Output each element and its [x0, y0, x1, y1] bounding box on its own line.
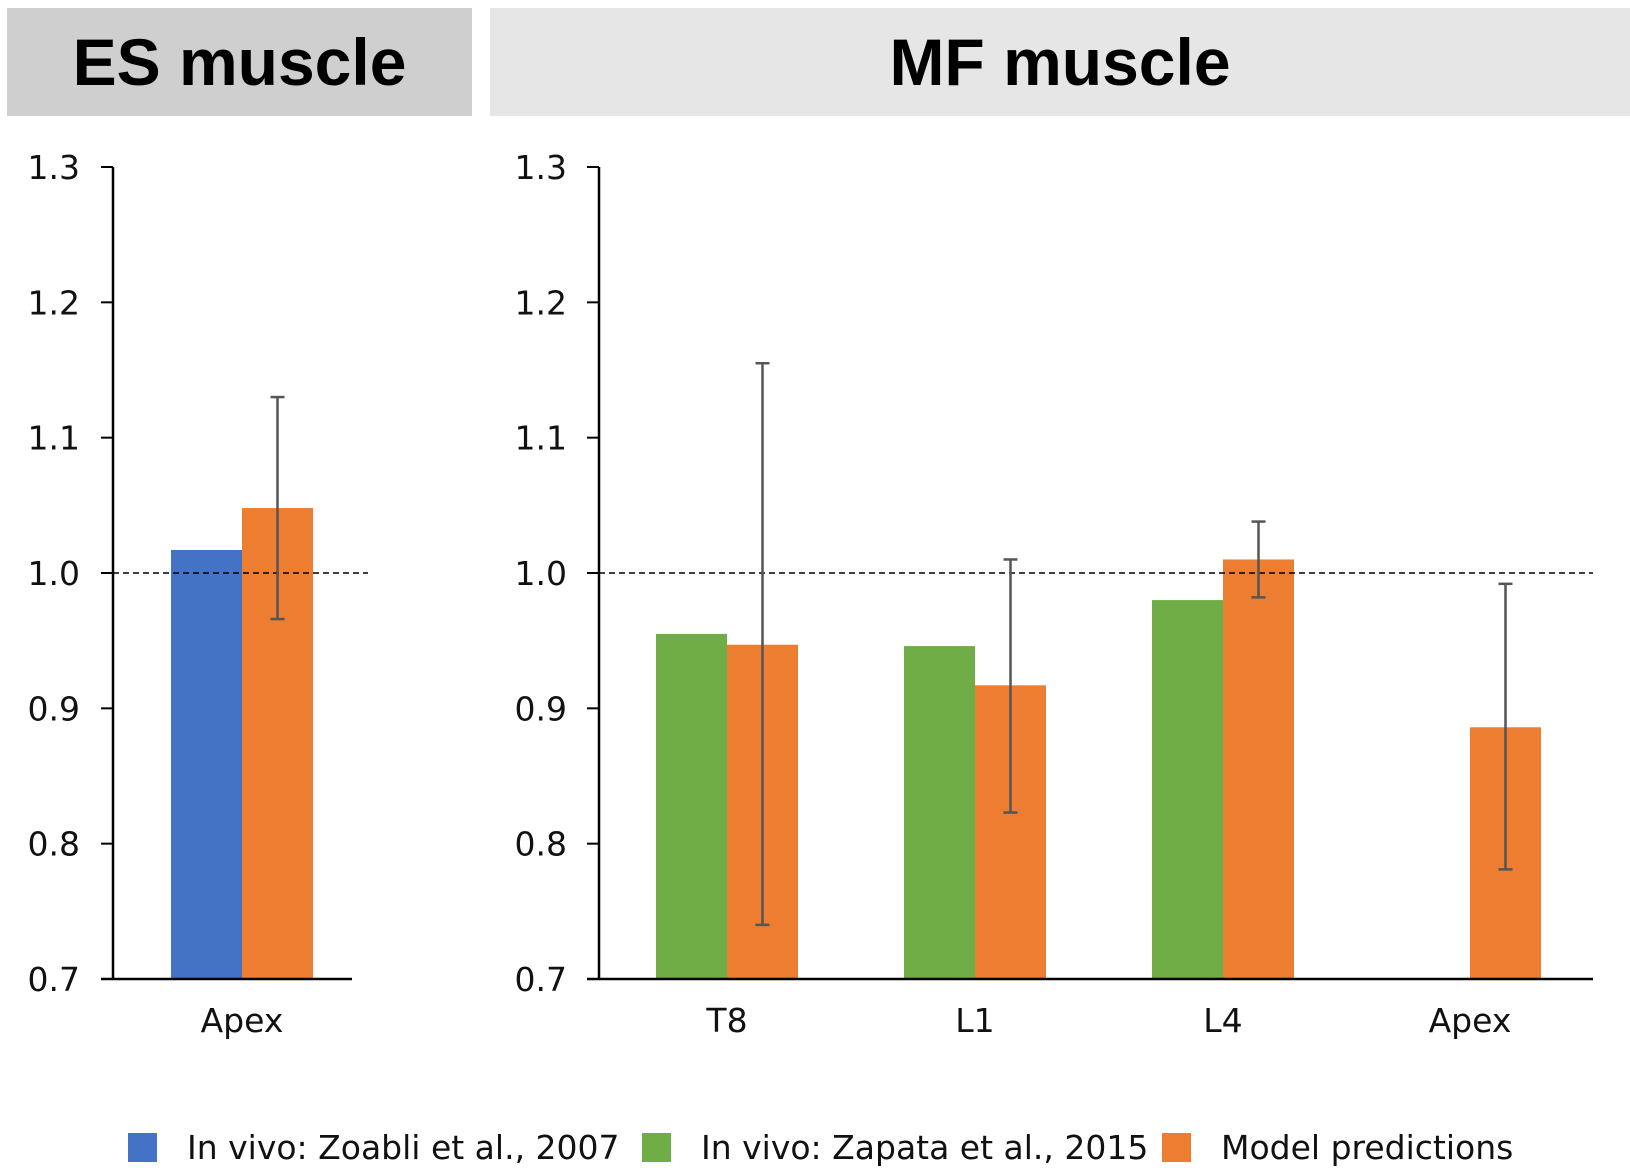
mf-category-label: Apex: [1429, 1001, 1512, 1040]
es-bar-zoabli-apex: [171, 549, 242, 979]
mf-muscle-panel-title: MF muscle: [490, 8, 1630, 116]
legend-item-model: Model predictions: [1162, 1125, 1513, 1169]
legend-item-zapata: In vivo: Zapata et al., 2015: [642, 1125, 1148, 1169]
mf-y-tick-label: 1.0: [515, 554, 567, 593]
es-muscle-panel-title: ES muscle: [7, 8, 472, 116]
legend-label-zapata: In vivo: Zapata et al., 2015: [701, 1127, 1149, 1167]
legend-item-zoabli: In vivo: Zoabli et al., 2007: [128, 1125, 620, 1169]
mf-category-label: T8: [705, 1001, 747, 1040]
mf-y-tick-label: 0.8: [515, 825, 567, 864]
es-y-tick-label: 0.9: [28, 689, 80, 728]
legend-label-model: Model predictions: [1221, 1127, 1514, 1167]
legend-swatch-model: [1162, 1132, 1191, 1162]
mf-y-tick-label: 1.2: [515, 283, 567, 322]
legend-swatch-zoabli: [128, 1132, 157, 1162]
es-y-tick-label: 0.7: [28, 960, 80, 999]
mf-bar-zapata-l1: [904, 646, 975, 979]
mf-y-tick-label: 0.7: [515, 960, 567, 999]
legend-swatch-zapata: [642, 1132, 671, 1162]
es-y-tick-label: 1.3: [28, 148, 80, 187]
es-y-tick-label: 1.2: [28, 283, 80, 322]
es-y-tick-label: 1.0: [28, 554, 80, 593]
mf-y-tick-label: 1.1: [515, 419, 567, 458]
es-category-label: Apex: [201, 1001, 284, 1040]
mf-category-label: L4: [1203, 1001, 1242, 1040]
es-y-tick-label: 0.8: [28, 825, 80, 864]
mf-bar-zapata-l4: [1152, 600, 1223, 979]
mf-y-tick-label: 1.3: [515, 148, 567, 187]
mf-category-label: L1: [955, 1001, 994, 1040]
mf-bar-zapata-t8: [656, 633, 727, 979]
es-y-tick-label: 1.1: [28, 419, 80, 458]
legend-label-zoabli: In vivo: Zoabli et al., 2007: [187, 1127, 620, 1167]
mf-bar-model-l4: [1223, 559, 1294, 979]
mf-y-tick-label: 0.9: [515, 689, 567, 728]
